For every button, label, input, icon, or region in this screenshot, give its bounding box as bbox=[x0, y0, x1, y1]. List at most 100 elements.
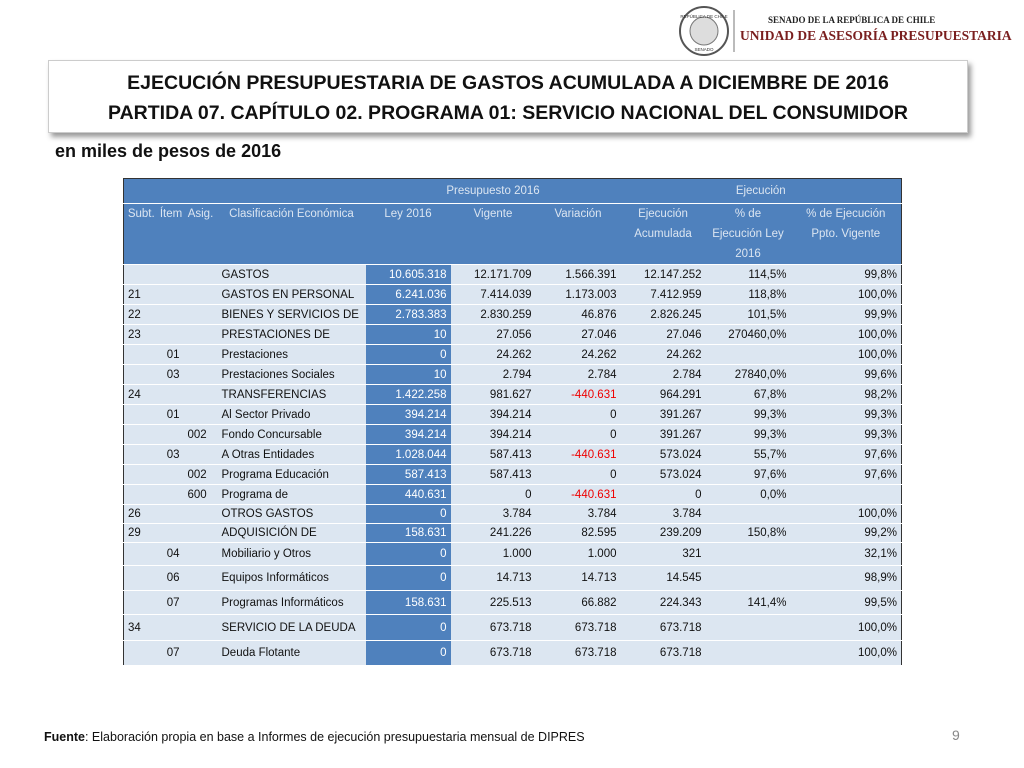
table-cell: 587.413 bbox=[450, 444, 536, 465]
table-cell: GASTOS EN PERSONAL bbox=[217, 284, 366, 305]
table-cell bbox=[123, 484, 159, 505]
table-row: 04 Mobiliario y Otros 0 1.000 1.000 321 32,1% bbox=[123, 542, 902, 566]
table-cell: 114,5% bbox=[705, 264, 791, 285]
table-row: 01 Al Sector Privado 394.214 394.214 0 391.26… bbox=[123, 404, 902, 425]
table-cell: 2.784 bbox=[620, 364, 706, 385]
table-cell bbox=[183, 404, 218, 425]
table-cell bbox=[158, 464, 184, 485]
table-cell: 98,9% bbox=[790, 565, 902, 591]
table-cell: 394.214 bbox=[365, 404, 451, 425]
column-header: Subt. bbox=[123, 203, 159, 265]
table-cell: 2.826.245 bbox=[620, 304, 706, 325]
column-header: Ley 2016 bbox=[365, 203, 451, 265]
table-cell: 573.024 bbox=[620, 444, 706, 465]
table-row: 23 PRESTACIONES DE 10 27.056 27.046 27.046 270… bbox=[123, 324, 902, 345]
table-cell: 0 bbox=[450, 484, 536, 505]
table-cell: 587.413 bbox=[365, 464, 451, 485]
table-cell bbox=[705, 614, 791, 641]
table-cell: 600 bbox=[183, 484, 218, 505]
table-row: 26 OTROS GASTOS 0 3.784 3.784 3.784 100,0% bbox=[123, 504, 902, 524]
column-header: % de Ejecución Ppto. Vigente bbox=[790, 203, 902, 265]
table-cell: 2.830.259 bbox=[450, 304, 536, 325]
table-row: 002 Programa Educación 587.413 587.413 0 573.… bbox=[123, 464, 902, 485]
table-cell: 99,2% bbox=[790, 523, 902, 543]
table-cell: 150,8% bbox=[705, 523, 791, 543]
table-cell: 03 bbox=[158, 444, 184, 465]
table-cell bbox=[158, 284, 184, 305]
table-cell: 158.631 bbox=[365, 523, 451, 543]
table-cell: 99,3% bbox=[790, 424, 902, 445]
table-cell: 24.262 bbox=[535, 344, 621, 365]
table-cell: 100,0% bbox=[790, 324, 902, 345]
table-cell: 07 bbox=[158, 640, 184, 666]
table-cell: 2.794 bbox=[450, 364, 536, 385]
table-row: 002 Fondo Concursable 394.214 394.214 0 391.2… bbox=[123, 424, 902, 445]
table-cell: 981.627 bbox=[450, 384, 536, 405]
table-cell bbox=[123, 424, 159, 445]
table-cell: 10 bbox=[365, 364, 451, 385]
table-cell: 14.713 bbox=[450, 565, 536, 591]
table-cell: 587.413 bbox=[450, 464, 536, 485]
table-cell bbox=[123, 404, 159, 425]
table-cell: TRANSFERENCIAS bbox=[217, 384, 366, 405]
table-cell bbox=[705, 565, 791, 591]
table-cell: 99,3% bbox=[705, 404, 791, 425]
table-cell: Deuda Flotante bbox=[217, 640, 366, 666]
table-row: 22 BIENES Y SERVICIOS DE 2.783.383 2.830.25… bbox=[123, 304, 902, 325]
table-cell: 964.291 bbox=[620, 384, 706, 405]
table-cell: 27840,0% bbox=[705, 364, 791, 385]
table-cell: 32,1% bbox=[790, 542, 902, 566]
table-cell: 118,8% bbox=[705, 284, 791, 305]
table-cell: 97,6% bbox=[790, 464, 902, 485]
table-cell: 241.226 bbox=[450, 523, 536, 543]
table-cell: 14.545 bbox=[620, 565, 706, 591]
table-cell: 97,6% bbox=[790, 444, 902, 465]
table-cell: 0 bbox=[535, 464, 621, 485]
table-cell: 21 bbox=[123, 284, 159, 305]
table-cell: 01 bbox=[158, 344, 184, 365]
table-cell: 100,0% bbox=[790, 640, 902, 666]
table-cell: 0 bbox=[365, 614, 451, 641]
table-cell: 141,4% bbox=[705, 590, 791, 615]
table-cell: 34 bbox=[123, 614, 159, 641]
table-cell: 391.267 bbox=[620, 424, 706, 445]
title-box: EJECUCIÓN PRESUPUESTARIA DE GASTOS ACUMU… bbox=[48, 60, 968, 133]
logo-line2: UNIDAD DE ASESORÍA PRESUPUESTARIA bbox=[740, 28, 1012, 43]
group-header: Presupuesto 2016 bbox=[365, 178, 621, 204]
table-cell: GASTOS bbox=[217, 264, 366, 285]
table-cell: 440.631 bbox=[365, 484, 451, 505]
header-row: Subt. Ítem Asig. Clasificación Económica Ley… bbox=[123, 203, 902, 265]
table-cell bbox=[123, 344, 159, 365]
table-cell: 2.784 bbox=[535, 364, 621, 385]
table-cell: 0 bbox=[365, 542, 451, 566]
table-cell: PRESTACIONES DE bbox=[217, 324, 366, 345]
table-cell: 67,8% bbox=[705, 384, 791, 405]
budget-table: Presupuesto 2016 Ejecución Subt. Ítem Asig. C… bbox=[123, 178, 902, 666]
table-cell bbox=[183, 565, 218, 591]
table-cell: 158.631 bbox=[365, 590, 451, 615]
table-cell: Fondo Concursable bbox=[217, 424, 366, 445]
table-cell bbox=[123, 444, 159, 465]
table-cell: 394.214 bbox=[450, 404, 536, 425]
table-cell: 12.171.709 bbox=[450, 264, 536, 285]
table-cell bbox=[123, 542, 159, 566]
table-row: 34 SERVICIO DE LA DEUDA 0 673.718 673.718 673… bbox=[123, 614, 902, 641]
table-cell bbox=[705, 504, 791, 524]
table-cell: 1.028.044 bbox=[365, 444, 451, 465]
table-cell bbox=[158, 264, 184, 285]
table-cell: 01 bbox=[158, 404, 184, 425]
table-cell: SERVICIO DE LA DEUDA bbox=[217, 614, 366, 641]
title-line: PARTIDA 07. CAPÍTULO 02. PROGRAMA 01: SE… bbox=[108, 102, 908, 124]
table-cell bbox=[183, 590, 218, 615]
table-cell: 10.605.318 bbox=[365, 264, 451, 285]
table-cell: 99,3% bbox=[790, 404, 902, 425]
table-cell: 673.718 bbox=[450, 640, 536, 666]
footer: Fuente: Elaboración propia en base a Inf… bbox=[44, 730, 585, 744]
table-cell bbox=[183, 640, 218, 666]
seal-bottom: SENADO bbox=[694, 47, 714, 52]
table-cell: -440.631 bbox=[535, 444, 621, 465]
table-cell bbox=[183, 504, 218, 524]
logo: REPÚBLICA DE CHILE SENADO SENADO DE LA R… bbox=[679, 6, 1012, 56]
table-cell: 97,6% bbox=[705, 464, 791, 485]
